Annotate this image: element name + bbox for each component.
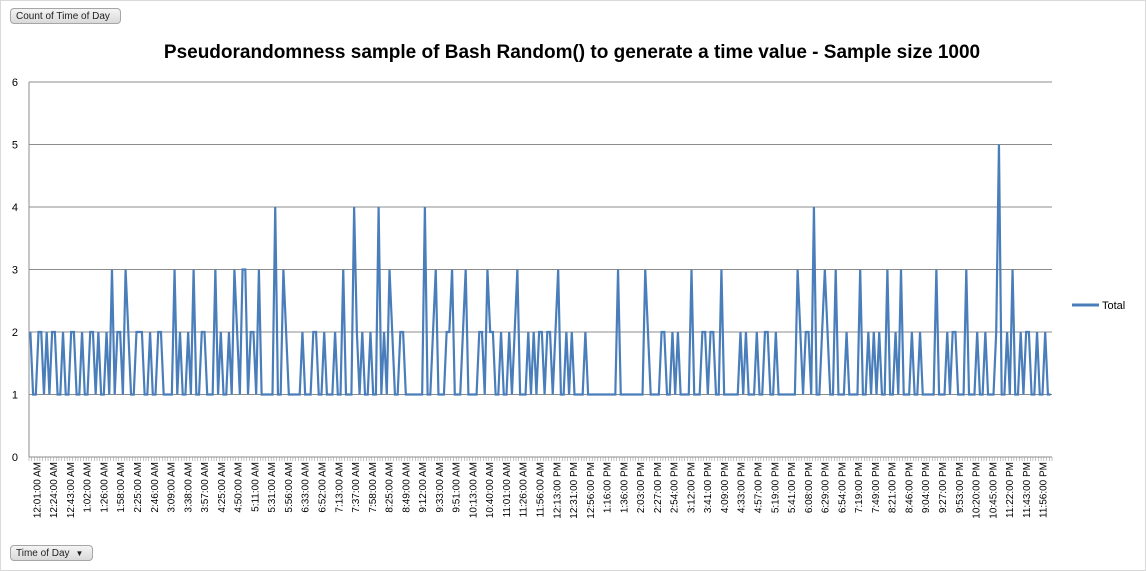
x-tick-label: 4:50:00 AM (234, 462, 245, 513)
value-field-label: Count of Time of Day (16, 11, 110, 22)
x-tick-label: 8:49:00 AM (401, 462, 412, 513)
x-tick-label: 2:27:00 PM (653, 462, 664, 513)
x-tick-label: 11:56:00 AM (536, 462, 547, 517)
x-tick-label: 3:12:00 PM (686, 462, 697, 513)
axis-field-button[interactable]: Time of Day ▼ (10, 545, 93, 561)
x-tick-label: 11:22:00 PM (1005, 462, 1016, 518)
y-tick-label: 3 (12, 265, 18, 277)
x-tick-label: 7:58:00 AM (368, 462, 379, 513)
x-tick-label: 9:27:00 PM (938, 462, 949, 513)
x-tick-label: 9:51:00 AM (452, 462, 463, 513)
x-tick-label: 3:38:00 AM (183, 462, 194, 513)
x-tick-label: 3:09:00 AM (167, 462, 178, 513)
x-tick-label: 3:41:00 PM (703, 462, 714, 513)
x-tick-label: 10:13:00 AM (468, 462, 479, 518)
x-tick-label: 11:01:00 AM (502, 462, 513, 517)
x-tick-label: 9:53:00 PM (955, 462, 966, 513)
x-tick-label: 5:19:00 PM (770, 462, 781, 513)
x-tick-label: 7:13:00 AM (334, 462, 345, 513)
x-tick-label: 6:33:00 AM (301, 462, 312, 513)
x-tick-label: 5:56:00 AM (284, 462, 295, 513)
x-tick-label: 5:11:00 AM (250, 462, 261, 512)
x-tick-label: 2:25:00 AM (133, 462, 144, 513)
x-tick-label: 3:57:00 AM (200, 462, 211, 513)
x-tick-label: 8:46:00 PM (904, 462, 915, 513)
series-group (29, 144, 1051, 396)
axis-field-label: Time of Day (16, 548, 70, 559)
x-tick-label: 1:36:00 PM (619, 462, 630, 513)
x-tick-label: 11:56:00 PM (1039, 462, 1050, 518)
x-tick-label: 1:58:00 AM (116, 462, 127, 513)
x-tick-label: 10:20:00 PM (972, 462, 983, 519)
legend[interactable]: Total (1072, 300, 1125, 312)
gridlines (28, 81, 1052, 458)
x-tick-label: 2:54:00 PM (670, 462, 681, 513)
x-tick-label: 12:01:00 AM (32, 462, 43, 518)
x-tick-label: 4:25:00 AM (217, 462, 228, 513)
x-tick-label: 12:31:00 PM (569, 462, 580, 519)
x-tick-label: 11:43:00 PM (1022, 462, 1033, 518)
x-tick-label: 5:41:00 PM (787, 462, 798, 513)
dropdown-arrow-icon: ▼ (75, 549, 84, 558)
x-tick-label: 9:04:00 PM (921, 462, 932, 513)
y-tick-label: 5 (12, 140, 18, 152)
y-tick-label: 2 (12, 327, 18, 339)
x-tick-label: 7:37:00 AM (351, 462, 362, 513)
x-tick-label: 8:21:00 PM (888, 462, 899, 513)
x-tick-label: 1:16:00 PM (603, 462, 614, 513)
x-tick-label: 1:02:00 AM (83, 462, 94, 513)
x-tick-label: 9:12:00 AM (418, 462, 429, 513)
x-tick-label: 2:46:00 AM (150, 462, 161, 513)
x-tick-label: 10:40:00 AM (485, 462, 496, 518)
x-axis: 12:01:00 AM 12:24:00 AM 12:43:00 AM 1:02:00… (28, 457, 1053, 519)
value-field-button[interactable]: Count of Time of Day (10, 8, 121, 24)
x-tick-label: 12:13:00 PM (552, 462, 563, 519)
x-tick-label: 7:49:00 PM (871, 462, 882, 513)
x-tick-label: 6:52:00 AM (317, 462, 328, 513)
x-tick-label: 6:54:00 PM (837, 462, 848, 513)
x-tick-label: 1:26:00 AM (99, 462, 110, 513)
x-tick-label: 2:03:00 PM (636, 462, 647, 513)
y-tick-label: 4 (12, 202, 18, 214)
x-tick-label: 9:33:00 AM (435, 462, 446, 513)
chart-title: Pseudorandomness sample of Bash Random()… (164, 42, 980, 63)
legend-label-total: Total (1102, 300, 1125, 312)
y-tick-label: 1 (12, 390, 18, 402)
y-axis-ticks: 0 1 2 3 4 5 6 (12, 77, 18, 464)
x-tick-label: 7:19:00 PM (854, 462, 865, 513)
y-tick-label: 6 (12, 77, 18, 89)
x-tick-label: 10:45:00 PM (988, 462, 999, 519)
x-tick-label: 4:33:00 PM (737, 462, 748, 513)
x-tick-label: 6:29:00 PM (821, 462, 832, 513)
x-tick-label: 5:31:00 AM (267, 462, 278, 513)
x-tick-label: 12:24:00 AM (49, 462, 60, 518)
x-tick-label: 4:57:00 PM (754, 462, 765, 513)
x-tick-label: 12:56:00 PM (586, 462, 597, 519)
x-tick-label: 12:43:00 AM (66, 462, 77, 518)
x-tick-label: 4:09:00 PM (720, 462, 731, 513)
x-tick-label: 8:25:00 AM (385, 462, 396, 513)
x-tick-label: 11:26:00 AM (519, 462, 530, 517)
x-tick-label: 6:08:00 PM (804, 462, 815, 513)
y-tick-label: 0 (12, 452, 18, 464)
series-line-total (29, 144, 1051, 396)
